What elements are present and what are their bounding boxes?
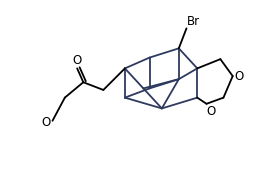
Text: O: O (42, 116, 51, 129)
Text: O: O (234, 70, 244, 83)
Text: O: O (206, 105, 216, 118)
Text: Br: Br (186, 15, 199, 28)
Text: O: O (73, 54, 82, 67)
